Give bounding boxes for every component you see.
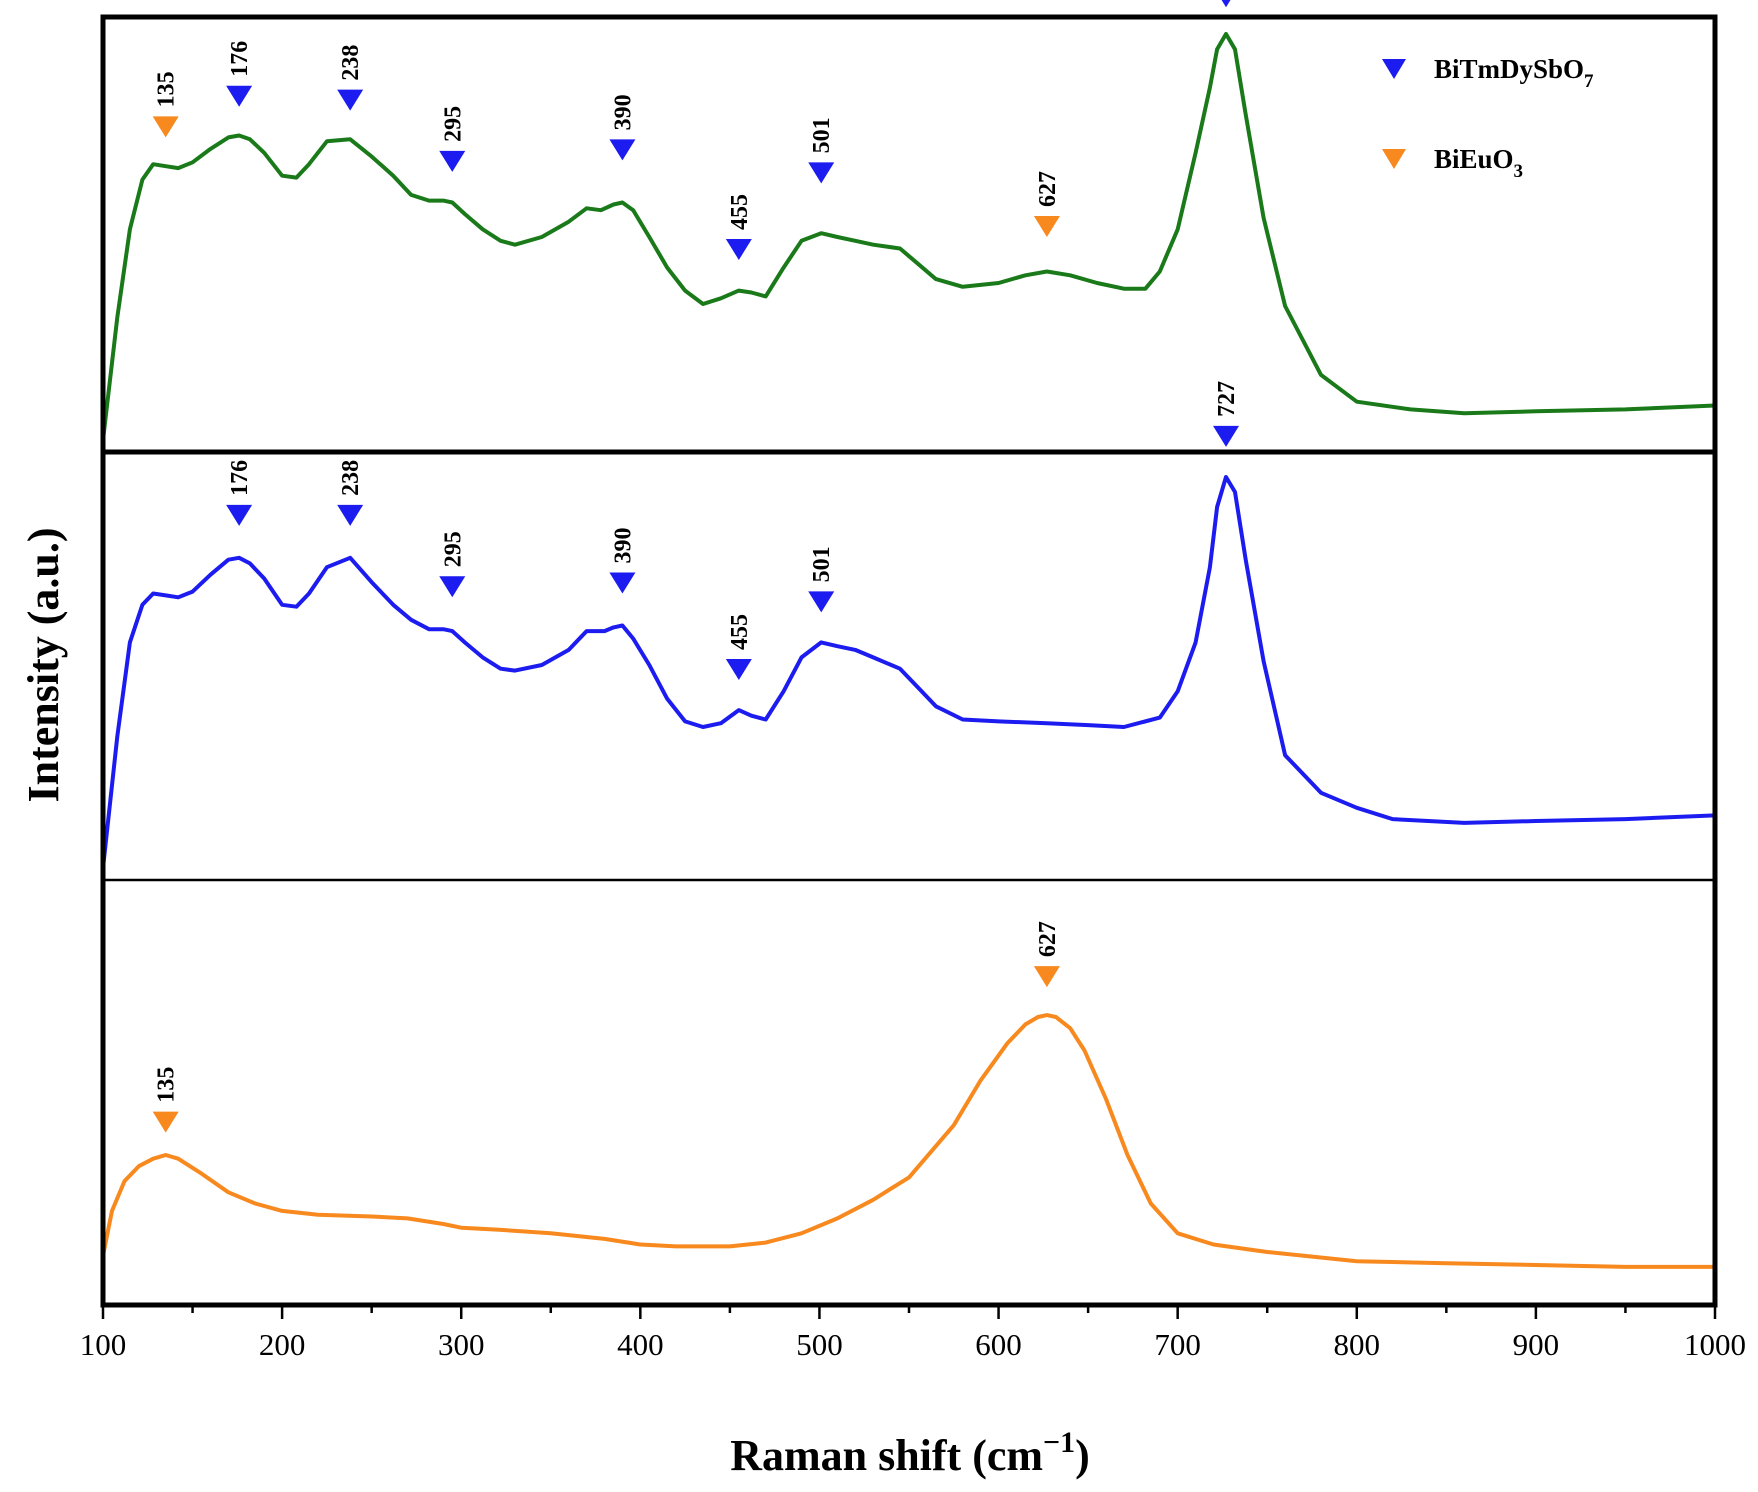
peak-label-627: 627 bbox=[1035, 171, 1061, 207]
x-tick-label: 1000 bbox=[1684, 1327, 1746, 1362]
peak-marker-176 bbox=[226, 85, 253, 107]
peak-marker-238 bbox=[337, 89, 364, 111]
peak-marker-727 bbox=[1221, 0, 1231, 8]
peak-label-390: 390 bbox=[610, 528, 636, 564]
x-tick-label: 500 bbox=[796, 1327, 843, 1362]
peak-marker-135 bbox=[152, 116, 179, 138]
plot-frame bbox=[100, 14, 1718, 1308]
series-line-blue bbox=[101, 475, 1717, 870]
peak-label-176: 176 bbox=[227, 460, 253, 496]
x-tick-label: 100 bbox=[80, 1327, 127, 1362]
plot-panels: 135 176 238 295 390 455 501 627 727 176 238 295 390 4… bbox=[101, 0, 1717, 1269]
panel-middle: 176 238 295 390 455 501 727 bbox=[101, 381, 1717, 870]
peak-marker-455 bbox=[725, 659, 752, 680]
x-tick-label: 300 bbox=[438, 1327, 485, 1362]
legend-label-subscript: 7 bbox=[1584, 71, 1594, 92]
peak-label-727: 727 bbox=[1214, 381, 1240, 417]
legend: BiTmDySbO7 BiEuO3 bbox=[1382, 54, 1594, 182]
x-axis-title-superscript: −1 bbox=[1043, 1426, 1075, 1459]
legend-label-text: BiEuO bbox=[1434, 144, 1514, 174]
peak-marker-295 bbox=[439, 150, 466, 172]
peak-marker-176 bbox=[226, 504, 253, 526]
plot-border bbox=[100, 14, 1718, 1308]
peak-label-295: 295 bbox=[440, 106, 466, 142]
peak-marker-627 bbox=[1033, 216, 1060, 238]
peak-marker-501 bbox=[808, 591, 835, 613]
x-tick-label: 800 bbox=[1334, 1327, 1381, 1362]
peak-label-135: 135 bbox=[154, 1067, 180, 1103]
x-axis-title-close: ) bbox=[1075, 1431, 1090, 1480]
x-tick-label: 900 bbox=[1513, 1327, 1560, 1362]
peak-label-238: 238 bbox=[338, 460, 364, 496]
series-line-orange bbox=[101, 1013, 1717, 1269]
peak-marker-455 bbox=[725, 238, 752, 260]
peak-label-176: 176 bbox=[227, 41, 253, 77]
peak-label-501: 501 bbox=[809, 546, 835, 582]
panel-top: 135 176 238 295 390 455 501 627 727 bbox=[101, 0, 1717, 442]
peak-label-390: 390 bbox=[610, 94, 636, 130]
panel-bottom: 135 627 bbox=[101, 921, 1717, 1269]
legend-marker-orange-triangle bbox=[1382, 149, 1406, 169]
x-tick-label: 700 bbox=[1154, 1327, 1201, 1362]
peak-label-295: 295 bbox=[440, 531, 466, 567]
peak-marker-727 bbox=[1213, 425, 1240, 447]
peak-marker-238 bbox=[337, 504, 364, 526]
peak-marker-295 bbox=[439, 576, 466, 598]
peak-label-455: 455 bbox=[727, 614, 753, 650]
legend-label-subscript: 3 bbox=[1514, 161, 1524, 182]
peak-marker-390 bbox=[609, 572, 636, 594]
peak-marker-390 bbox=[609, 139, 636, 161]
peak-label-627: 627 bbox=[1035, 921, 1061, 957]
peak-label-455: 455 bbox=[727, 194, 753, 230]
x-tick-label: 400 bbox=[617, 1327, 664, 1362]
legend-label: BiTmDySbO7 bbox=[1434, 54, 1594, 92]
y-axis-title: Intensity (a.u.) bbox=[19, 527, 68, 802]
x-tick-label: 200 bbox=[259, 1327, 306, 1362]
series-line-green bbox=[101, 32, 1717, 442]
peak-marker-501 bbox=[808, 162, 835, 184]
peak-label-238: 238 bbox=[338, 45, 364, 81]
peak-marker-135 bbox=[152, 1111, 179, 1133]
x-axis-ticks: 100 200 300 400 500 600 700 800 900 1000 bbox=[80, 1305, 1746, 1362]
legend-marker-blue-triangle bbox=[1382, 59, 1406, 79]
peak-label-135: 135 bbox=[154, 71, 180, 107]
x-tick-label: 600 bbox=[975, 1327, 1022, 1362]
peak-label-501: 501 bbox=[809, 117, 835, 153]
legend-label: BiEuO3 bbox=[1434, 144, 1523, 182]
legend-label-text: BiTmDySbO bbox=[1434, 54, 1584, 84]
x-axis-title: Raman shift (cm−1) bbox=[730, 1426, 1090, 1480]
peak-marker-627 bbox=[1033, 966, 1060, 988]
